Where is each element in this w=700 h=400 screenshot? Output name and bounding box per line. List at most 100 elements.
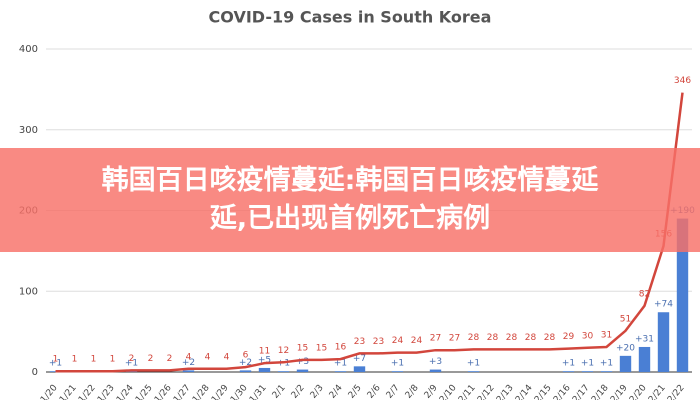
bar <box>258 367 271 372</box>
line-value-label: 30 <box>582 331 594 341</box>
x-tick-label: 1/26 <box>153 383 174 400</box>
banner-line: 延,已出现首例死亡病例 <box>209 203 491 234</box>
line-value-label: 4 <box>224 352 230 362</box>
line <box>55 92 684 373</box>
banner: 韩国百日咳疫情蔓延:韩国百日咳疫情蔓延 延,已出现首例死亡病例 <box>0 148 700 252</box>
line-value-label: 2 <box>167 354 173 364</box>
x-tick-label: 2/7 <box>385 383 402 400</box>
y-tick-label: 400 <box>19 44 38 55</box>
x-tick-label: 2/15 <box>533 383 554 400</box>
line-value-label: 28 <box>506 333 518 343</box>
x-tick-label: 2/20 <box>628 383 649 400</box>
line-value-label: 1 <box>72 355 78 365</box>
x-tick-label: 1/25 <box>134 383 155 400</box>
x-tick-label: 2/16 <box>552 383 573 400</box>
line-value-label: 4 <box>205 352 211 362</box>
bar <box>182 370 195 372</box>
chart-title: COVID-19 Cases in South Korea <box>209 8 492 27</box>
bar-value-label: +20 <box>616 343 635 353</box>
bar-value-label: +3 <box>296 357 309 367</box>
bar <box>429 369 442 372</box>
line-value-label: 82 <box>639 289 650 299</box>
line-value-label: 6 <box>243 351 249 361</box>
line-value-label: 1 <box>53 355 59 365</box>
bar <box>296 369 309 372</box>
bar <box>581 371 594 372</box>
line-value-label: 1 <box>110 355 116 365</box>
banner-line: 韩国百日咳疫情蔓延:韩国百日咳疫情蔓延 <box>101 165 599 196</box>
bar-value-label: +1 <box>600 359 613 369</box>
line-value-label: 28 <box>487 333 499 343</box>
bar <box>676 218 689 372</box>
line-value-label: 29 <box>563 332 575 342</box>
bar-value-label: +7 <box>353 354 366 364</box>
bar-value-label: +2 <box>239 358 252 368</box>
bar-value-label: +1 <box>581 359 594 369</box>
bar <box>239 370 252 372</box>
bar-value-label: +2 <box>182 358 195 368</box>
y-tick-label: 100 <box>19 286 38 297</box>
line-value-label: 12 <box>278 346 289 356</box>
line-value-label: 24 <box>411 336 423 346</box>
bar-value-label: +1 <box>277 359 290 369</box>
x-tick-label: 2/5 <box>347 383 364 400</box>
line-value-label: 15 <box>297 343 308 353</box>
x-tick-label: 2/22 <box>666 383 687 400</box>
x-tick-label: 2/4 <box>328 383 345 400</box>
bar <box>657 312 670 372</box>
x-tick-label: 2/3 <box>309 383 326 400</box>
bar-value-label: +31 <box>635 334 654 344</box>
bar <box>391 371 404 372</box>
x-tick-label: 2/11 <box>457 383 478 400</box>
line-value-label: 1 <box>91 355 97 365</box>
x-tick-label: 1/31 <box>248 383 269 400</box>
bar-value-label: +1 <box>562 359 575 369</box>
bar <box>619 355 632 372</box>
bar <box>562 371 575 372</box>
line-value-label: 24 <box>392 336 404 346</box>
x-tick-label: 2/10 <box>438 383 459 400</box>
x-tick-label: 1/21 <box>58 383 79 400</box>
bar <box>638 346 651 372</box>
x-tick-label: 1/27 <box>172 383 193 400</box>
line-value-label: 28 <box>468 333 480 343</box>
x-tick-label: 2/21 <box>647 383 668 400</box>
bar <box>277 371 290 372</box>
line-value-label: 23 <box>373 337 384 347</box>
line-value-label: 28 <box>544 333 556 343</box>
bar-value-label: +74 <box>654 300 673 310</box>
bar <box>467 371 480 372</box>
x-tick-label: 2/6 <box>366 383 383 400</box>
line-value-label: 31 <box>601 330 612 340</box>
bar-value-label: +1 <box>467 359 480 369</box>
bar <box>600 371 613 372</box>
x-tick-label: 2/8 <box>404 383 421 400</box>
x-tick-label: 2/2 <box>290 383 307 400</box>
line-value-label: 16 <box>335 343 347 353</box>
line-value-label: 11 <box>259 347 270 357</box>
x-tick-label: 1/20 <box>39 383 60 400</box>
x-tick-label: 1/24 <box>115 383 136 400</box>
line-value-label: 27 <box>449 334 460 344</box>
line-value-label: 4 <box>186 352 192 362</box>
x-tick-label: 1/28 <box>191 383 212 400</box>
line-value-label: 23 <box>354 337 365 347</box>
x-tick-label: 2/13 <box>495 383 516 400</box>
x-tick-label: 2/18 <box>590 383 611 400</box>
bar-value-label: +1 <box>125 359 138 369</box>
y-tick-label: 300 <box>19 125 38 136</box>
x-tick-label: 2/9 <box>423 383 440 400</box>
line-value-label: 15 <box>316 343 327 353</box>
bar-value-label: +1 <box>391 359 404 369</box>
x-tick-label: 2/17 <box>571 383 592 400</box>
line-value-label: 2 <box>148 354 154 364</box>
bar <box>353 366 366 372</box>
line-value-label: 51 <box>620 314 631 324</box>
x-tick-label: 1/29 <box>210 383 231 400</box>
y-tick-label: 0 <box>32 367 38 378</box>
x-tick-label: 2/14 <box>514 383 535 400</box>
line-value-label: 2 <box>129 354 135 364</box>
bar <box>334 371 347 372</box>
x-tick-label: 2/19 <box>609 383 630 400</box>
